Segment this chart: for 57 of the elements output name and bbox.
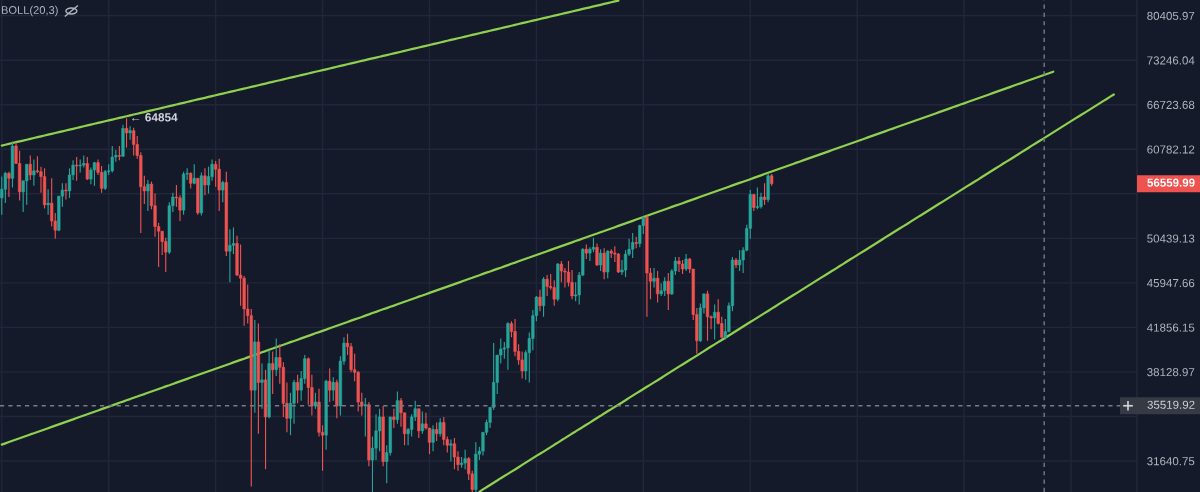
candlestick [25,163,29,206]
candlestick [395,390,400,425]
candlestick [228,228,232,283]
candlestick [392,408,396,429]
y-tick-label: 45947.66 [1146,278,1195,288]
candlestick [598,248,603,272]
candlestick [663,276,667,297]
annotation: BOLL(20,3) [1,5,58,17]
candlestick [296,374,300,404]
candlestick [677,256,681,273]
y-tick-label: 50439.13 [1147,234,1195,243]
candlestick [128,125,132,141]
y-tick-label: 60782.12 [1147,145,1195,154]
annotation: ← 64854 [132,113,178,122]
y-tick-label: 31640.75 [1147,457,1195,466]
candlestick [713,304,717,341]
candlestick [64,182,68,201]
candlestick [762,182,767,206]
y-tick-label: 66723.68 [1147,100,1195,110]
candlestick [595,242,599,267]
candlestick [28,154,32,181]
candlestick [46,188,50,216]
candlestick [602,247,606,280]
candlestick [260,363,264,410]
candlestick [435,421,439,442]
candlestick [203,167,207,196]
y-tick-label: 41856.15 [1146,323,1195,332]
candlestick [420,410,424,435]
ref-line-label: 35519.92 [1147,400,1195,409]
candlestick [431,424,435,452]
candlestick [438,417,442,438]
candlestick [0,176,4,216]
candlestick [363,397,367,438]
candlestick [538,289,542,312]
candlestick [146,179,150,212]
candlestick [449,438,453,463]
candlestick [221,180,225,203]
text: 56559.99 [1147,178,1195,187]
candlestick [766,172,770,203]
candlestick [7,171,11,198]
candlestick [427,427,432,455]
y-tick-label: 38128.97 [1147,368,1195,377]
candlestick [32,158,36,187]
y-tick-label: 73246.04 [1147,56,1195,65]
candlestick [335,379,339,419]
line-series [0,70,1055,446]
candlestick [331,376,335,402]
candlestick [652,267,656,289]
candlestick [217,158,221,212]
candlestick [274,337,278,377]
y-tick-label: 80405.97 [1147,11,1195,20]
candlestick [271,350,275,395]
candlestick [545,274,549,297]
candlestick [132,127,136,157]
candlestick [452,437,457,470]
candlestick [705,290,710,342]
candlestick [666,272,670,311]
